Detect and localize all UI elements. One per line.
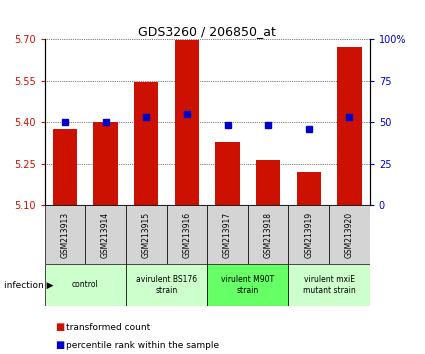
Bar <box>215 142 240 205</box>
Bar <box>297 172 321 205</box>
Text: transformed count: transformed count <box>66 323 150 332</box>
Title: GDS3260 / 206850_at: GDS3260 / 206850_at <box>138 25 276 38</box>
Text: control: control <box>72 280 99 290</box>
Bar <box>329 205 370 264</box>
Bar <box>45 205 85 264</box>
Text: ■: ■ <box>55 340 65 350</box>
Bar <box>126 205 167 264</box>
Text: GSM213913: GSM213913 <box>60 211 69 258</box>
Bar <box>167 205 207 264</box>
Bar <box>248 205 289 264</box>
Bar <box>207 205 248 264</box>
Text: virulent M90T
strain: virulent M90T strain <box>221 275 275 295</box>
Text: GSM213918: GSM213918 <box>264 212 273 257</box>
Bar <box>289 264 370 306</box>
Text: GSM213919: GSM213919 <box>304 211 313 258</box>
Bar <box>337 47 362 205</box>
Text: percentile rank within the sample: percentile rank within the sample <box>66 341 219 350</box>
Bar <box>175 40 199 205</box>
Text: GSM213916: GSM213916 <box>182 211 191 258</box>
Text: GSM213915: GSM213915 <box>142 211 151 258</box>
Text: GSM213920: GSM213920 <box>345 211 354 258</box>
Bar <box>53 129 77 205</box>
Text: infection ▶: infection ▶ <box>4 280 54 290</box>
Text: GSM213917: GSM213917 <box>223 211 232 258</box>
Bar <box>207 264 289 306</box>
Text: ■: ■ <box>55 322 65 332</box>
Bar <box>85 205 126 264</box>
Bar <box>256 160 280 205</box>
Bar <box>126 264 207 306</box>
Text: virulent mxiE
mutant strain: virulent mxiE mutant strain <box>303 275 355 295</box>
Bar <box>45 264 126 306</box>
Bar <box>289 205 329 264</box>
Text: GSM213914: GSM213914 <box>101 211 110 258</box>
Bar <box>94 122 118 205</box>
Bar <box>134 82 159 205</box>
Text: avirulent BS176
strain: avirulent BS176 strain <box>136 275 197 295</box>
